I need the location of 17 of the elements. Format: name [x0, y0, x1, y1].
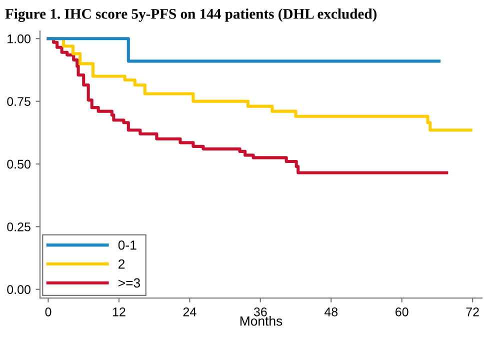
legend-label: 0-1 [118, 240, 136, 250]
legend-label: 2 [118, 259, 125, 269]
chart-title: Figure 1. IHC score 5y-PFS on 144 patients (DHL excluded) [5, 8, 377, 22]
y-tick-label: 1.00 [8, 34, 30, 44]
x-tick-label: 72 [466, 307, 479, 316]
y-tick-label: 0.25 [7, 222, 30, 232]
x-tick-label: 36 [254, 307, 267, 316]
y-tick-label: 0.00 [7, 285, 30, 294]
x-tick-label: 0 [45, 307, 52, 316]
x-axis-title: Months [240, 316, 282, 326]
x-tick-label: 12 [112, 307, 126, 316]
x-tick-label: 24 [183, 307, 196, 316]
x-tick-label: 48 [324, 307, 338, 316]
legend-label: >=3 [118, 278, 140, 288]
y-tick-label: 0.75 [7, 97, 30, 106]
x-tick-label: 60 [396, 307, 408, 316]
y-tick-label: 0.50 [7, 160, 30, 169]
